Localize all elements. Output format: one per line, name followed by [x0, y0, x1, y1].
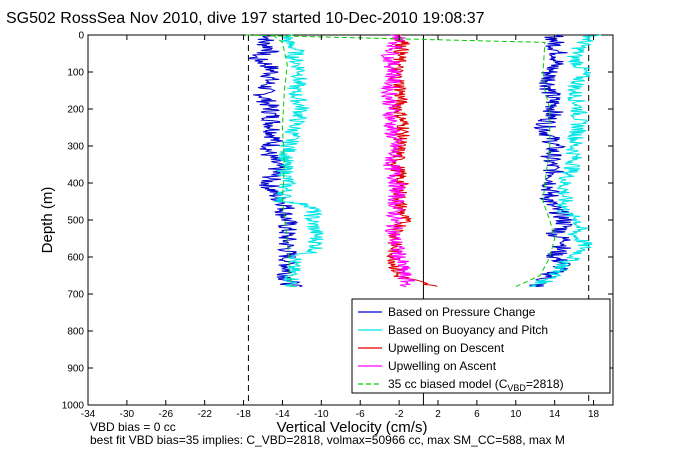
y-tick-label-9: 900 [67, 364, 84, 375]
legend-label-1: Based on Buoyancy and Pitch [388, 323, 548, 337]
legend-label-0: Based on Pressure Change [388, 305, 536, 319]
x-tick-label-4: -18 [236, 409, 251, 420]
y-tick-label-10: 1000 [62, 401, 85, 412]
y-tick-label-7: 700 [67, 290, 84, 301]
x-tick-label-6: -10 [314, 409, 329, 420]
y-tick-label-6: 600 [67, 253, 84, 264]
series-1-descent [273, 34, 324, 288]
y-axis-label: Depth (m) [39, 187, 56, 254]
legend-label-4: 35 cc biased model (CVBD=2818) [388, 377, 564, 393]
x-tick-label-3: -22 [197, 409, 212, 420]
x-tick-label-12: 14 [549, 409, 561, 420]
series-layer [243, 34, 602, 288]
legend-label-2: Upwelling on Descent [388, 341, 505, 355]
legend: Based on Pressure Change Based on Buoyanc… [351, 298, 611, 394]
x-tick-label-13: 18 [588, 409, 600, 420]
y-tick-label-8: 800 [67, 327, 84, 338]
x-tick-label-1: -30 [120, 409, 135, 420]
y-tick-label-5: 500 [67, 216, 84, 227]
x-tick-label-10: 6 [474, 409, 480, 420]
x-tick-label-2: -26 [159, 409, 174, 420]
y-tick-label-3: 300 [67, 142, 84, 153]
y-tick-label-4: 400 [67, 179, 84, 190]
x-axis-label: Vertical Velocity (cm/s) [277, 419, 428, 436]
x-tick-label-11: 10 [510, 409, 522, 420]
y-tick-label-1: 100 [67, 68, 84, 79]
series-3-ascent [380, 34, 416, 288]
x-tick-label-0: -34 [81, 409, 96, 420]
footer-vbd-bias: VBD bias = 0 cc [90, 420, 176, 434]
x-tick-label-8: -2 [395, 409, 404, 420]
series-4-descent [272, 34, 293, 287]
x-tick-label-7: -6 [356, 409, 365, 420]
x-axis: -34 -30 -26 -22 -18 -14 -10 -6 -2 2 6 10 14 18 [81, 35, 600, 420]
legend-box [351, 298, 611, 394]
y-tick-label-0: 0 [78, 31, 84, 42]
x-tick-label-9: 2 [435, 409, 441, 420]
y-axis: 0 100 200 300 400 500 600 700 800 900 1000 [62, 31, 613, 412]
y-tick-label-2: 200 [67, 105, 84, 116]
series-4-ascent [243, 34, 556, 288]
chart-title: SG502 RossSea Nov 2010, dive 197 started… [6, 10, 485, 27]
x-tick-label-5: -14 [275, 409, 290, 420]
series-0-descent [247, 34, 303, 288]
legend-label-3: Upwelling on Ascent [388, 359, 497, 373]
series-0-ascent [529, 34, 574, 288]
series-1-ascent [528, 34, 602, 288]
footer-best-fit: best fit VBD bias=35 implies: C_VBD=2818… [90, 433, 565, 447]
